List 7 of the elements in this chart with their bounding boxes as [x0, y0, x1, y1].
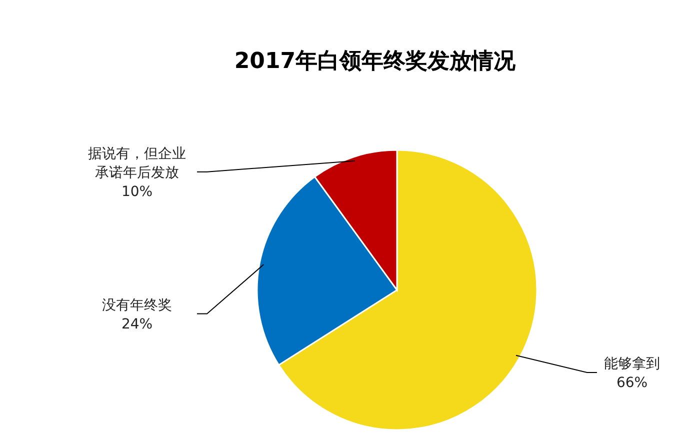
data-label: 66% — [616, 374, 648, 391]
slice-label: 据说有，但企业承诺年后发放 — [88, 146, 186, 181]
data-label: 10% — [121, 184, 153, 200]
data-label: 24% — [121, 316, 153, 332]
chart-title: 2017年白领年终奖发放情况 — [234, 49, 517, 74]
slice-label: 能够拿到 — [604, 356, 660, 372]
slice-label: 没有年终奖 — [102, 297, 172, 314]
